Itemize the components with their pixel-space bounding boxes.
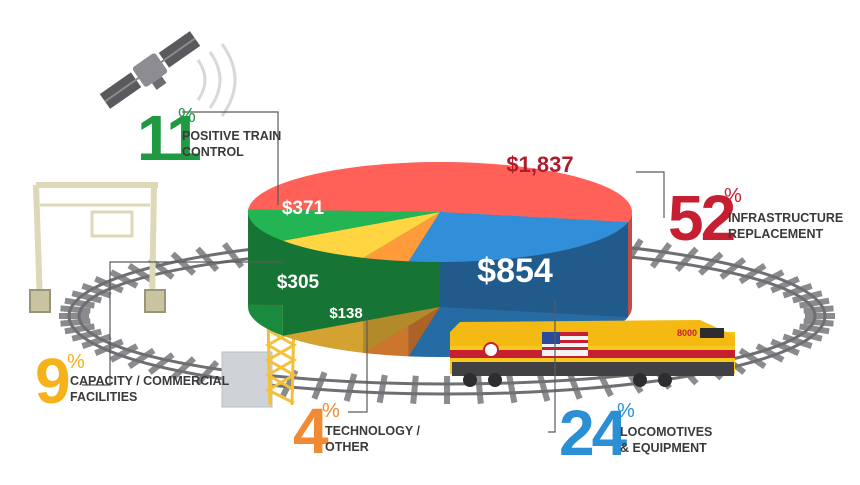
callout-loco-number: 24 — [559, 397, 628, 469]
callout-tech-caption-1: TECHNOLOGY / — [325, 424, 420, 438]
callout-infrastructure: 52 % INFRASTRUCTURE REPLACEMENT — [668, 182, 843, 254]
track-tie — [536, 373, 551, 402]
track-tie — [738, 347, 767, 369]
callout-ptc-caption-2: CONTROL — [182, 145, 244, 159]
track-tie — [698, 251, 724, 276]
callout-ptc-percent: % — [178, 105, 196, 127]
callout-locomotives: 24 % LOCOMOTIVES & EQUIPMENT — [559, 397, 712, 469]
callout-tech-percent: % — [322, 400, 340, 422]
track-tie — [792, 290, 823, 304]
track-tie — [71, 328, 102, 342]
track-tie — [770, 276, 800, 294]
pie-slice-2 — [363, 212, 440, 262]
callout-infra-caption-2: REPLACEMENT — [728, 227, 824, 241]
track-tie — [755, 343, 785, 363]
track-tie — [792, 328, 823, 342]
track-tie — [770, 338, 800, 356]
locomotive-icon: 8000 — [450, 320, 735, 387]
pie-value-label-0: $1,837 — [506, 152, 573, 177]
track-tie — [506, 374, 518, 404]
pie-slice-4 — [248, 209, 440, 241]
callout-loco-caption-2: & EQUIPMENT — [620, 441, 707, 455]
track-tie — [649, 242, 672, 269]
pie-slice-side — [628, 212, 632, 318]
pie-value-label-3: $305 — [277, 272, 320, 293]
track-tie — [343, 373, 358, 402]
callout-technology: 4 % TECHNOLOGY / OTHER — [293, 395, 420, 467]
track-tie — [782, 283, 813, 299]
track-tie — [674, 246, 699, 273]
track-tie — [719, 257, 747, 280]
track-tie — [799, 297, 830, 309]
track-tie — [60, 305, 91, 314]
track-tie — [410, 375, 419, 404]
track-tie — [94, 276, 124, 294]
callout-cap-percent: % — [67, 351, 85, 373]
pie-slice-0 — [248, 162, 632, 223]
locomotive-number: 8000 — [677, 328, 697, 338]
track-tie — [566, 371, 583, 400]
track-tie — [71, 290, 102, 304]
leader-lines — [82, 111, 665, 433]
track-tie — [81, 283, 112, 299]
track-tie — [738, 263, 767, 285]
track-tie — [376, 374, 388, 404]
pie-chart: $1,837 $854 $138 $305 $371 — [248, 152, 632, 357]
callout-infra-percent: % — [724, 185, 742, 207]
callout-tech-caption-2: OTHER — [325, 440, 369, 454]
track-tie — [170, 251, 196, 276]
track-tie — [803, 305, 834, 314]
track-tie — [311, 371, 328, 400]
track-tie — [94, 338, 124, 356]
track-tie — [109, 269, 139, 289]
pie-value-label-2: $138 — [329, 305, 362, 322]
callout-tech-number: 4 — [293, 395, 329, 467]
pie-value-label-1: $854 — [477, 252, 553, 290]
track-tie — [60, 318, 91, 327]
track-tie — [195, 246, 220, 273]
callout-infra-number: 52 — [668, 182, 735, 254]
track-tie — [195, 359, 220, 386]
callout-ptc-caption-1: POSITIVE TRAIN — [182, 129, 281, 143]
track-tie — [109, 343, 139, 363]
callout-loco-percent: % — [617, 400, 635, 422]
signal-waves — [196, 43, 237, 117]
callout-cap-number: 9 — [35, 345, 69, 417]
pie-slice-1 — [408, 212, 629, 262]
callout-cap-caption-2: FACILITIES — [70, 390, 137, 404]
callout-loco-caption-1: LOCOMOTIVES — [620, 425, 712, 439]
gantry-crane-icon — [29, 182, 166, 313]
callout-infra-caption-1: INFRASTRUCTURE — [728, 211, 843, 225]
pie-value-label-4: $371 — [282, 198, 325, 219]
callout-ptc-number: 11 — [137, 102, 200, 174]
callout-capacity: 9 % CAPACITY / COMMERCIAL FACILITIES — [35, 345, 230, 417]
track-tie — [64, 323, 95, 335]
callout-cap-caption-1: CAPACITY / COMMERCIAL — [70, 374, 230, 388]
track-tie — [147, 352, 175, 375]
callout-ptc: 11 % POSITIVE TRAIN CONTROL — [137, 102, 281, 174]
satellite-icon — [99, 31, 201, 109]
track-tie — [127, 347, 156, 369]
track-tie — [81, 333, 112, 349]
track-tie — [755, 269, 785, 289]
track-tie — [170, 356, 196, 381]
track-tie — [475, 375, 484, 404]
pie-slice-3 — [282, 212, 440, 258]
track-tie — [782, 333, 813, 349]
track-tie — [222, 242, 245, 269]
track-tie — [799, 323, 830, 335]
track-tie — [64, 297, 95, 309]
track-tie — [803, 318, 834, 327]
